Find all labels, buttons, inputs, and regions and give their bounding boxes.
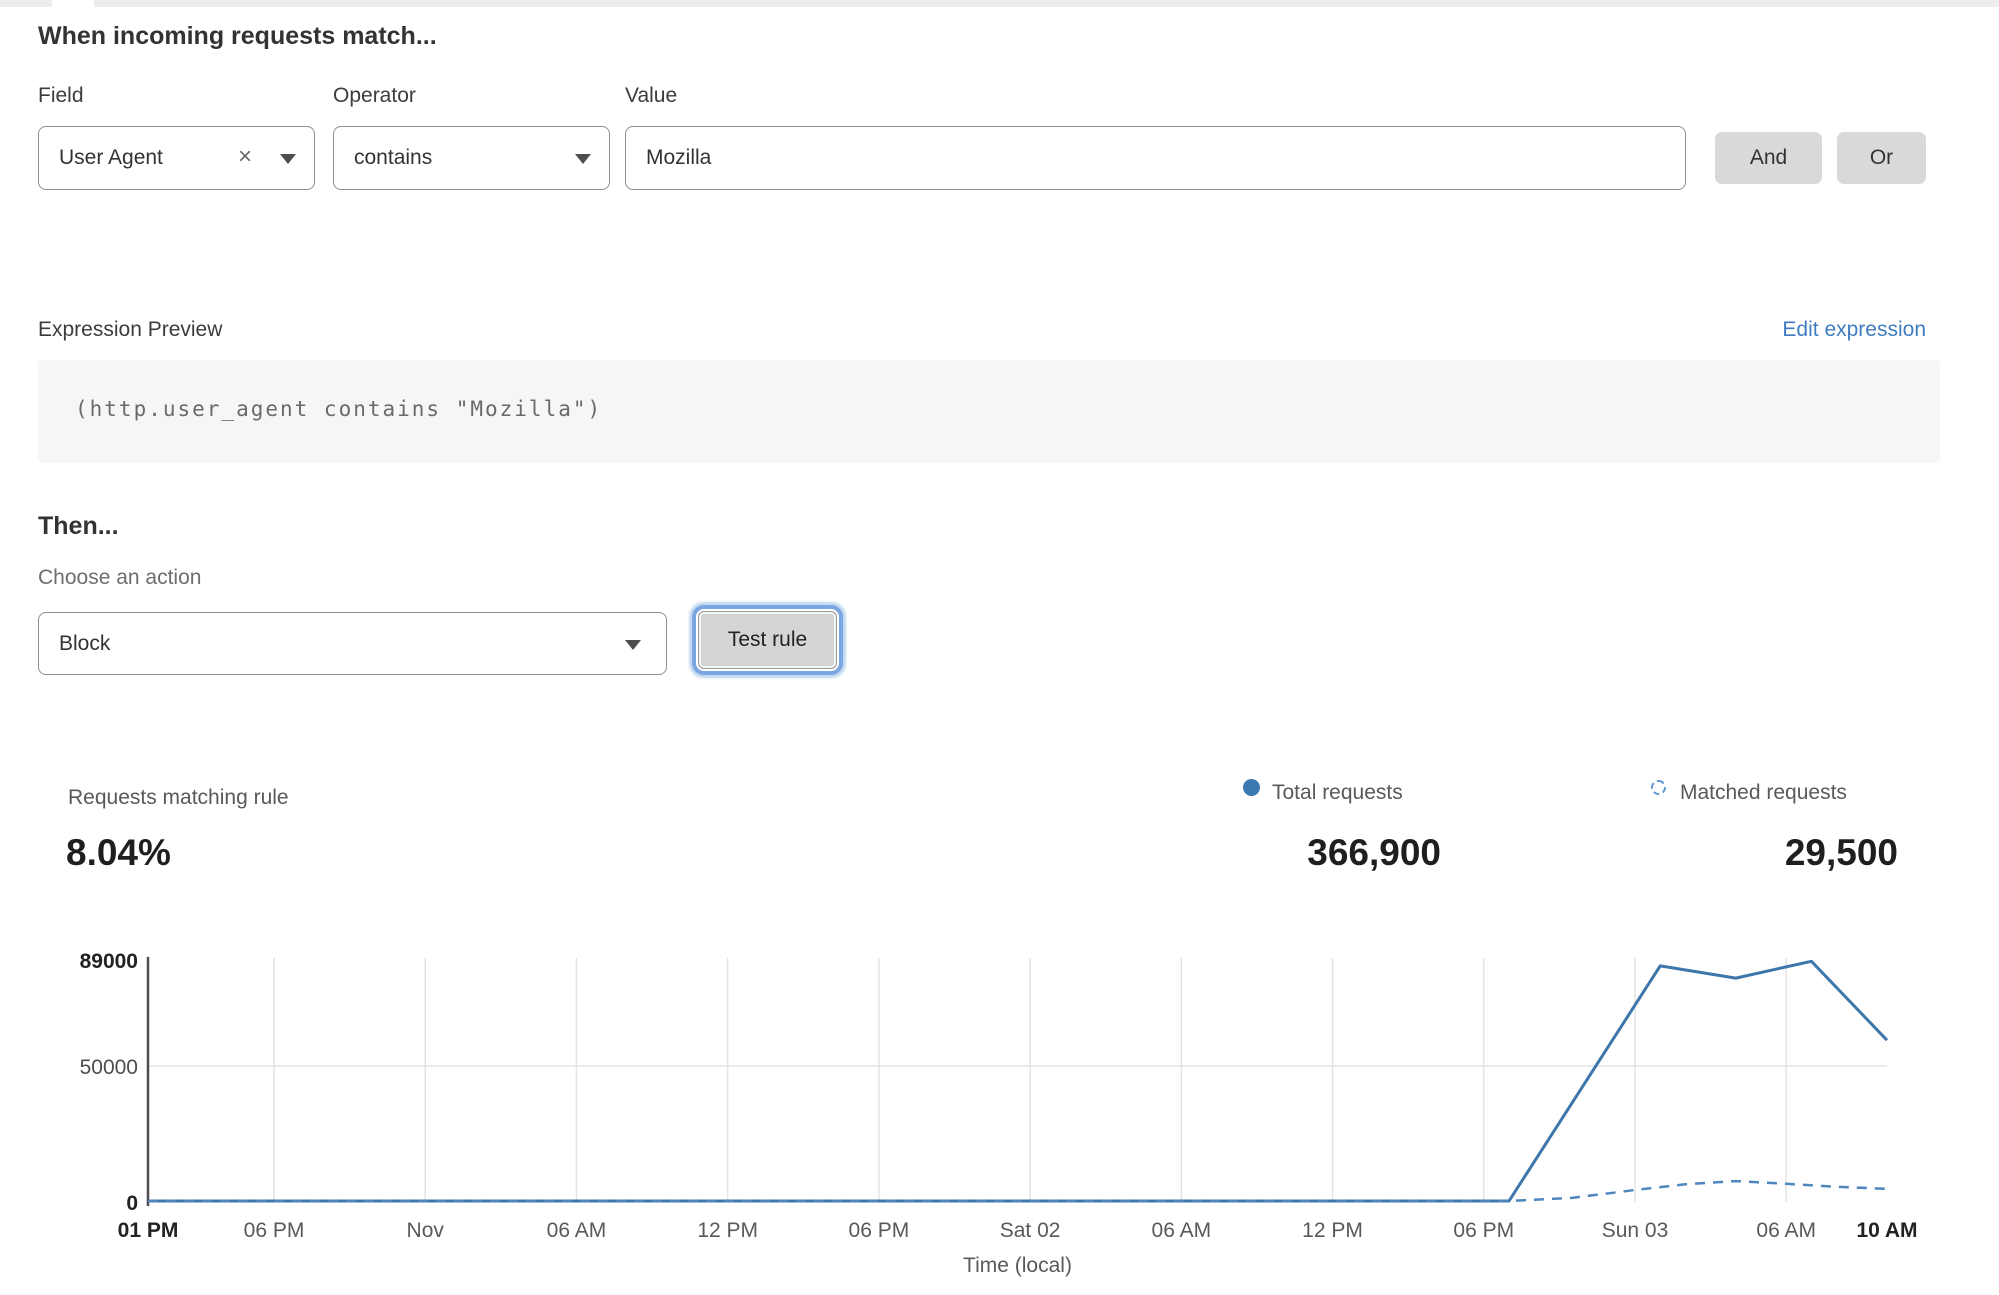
matched-requests-label: Matched requests xyxy=(1680,781,1847,804)
x-tick-label: Sun 03 xyxy=(1602,1219,1669,1242)
value-input[interactable] xyxy=(625,126,1686,190)
requests-matching-label: Requests matching rule xyxy=(68,786,289,809)
chevron-down-icon xyxy=(280,154,296,164)
expression-preview-label: Expression Preview xyxy=(38,318,223,341)
match-heading: When incoming requests match... xyxy=(38,22,437,50)
choose-action-label: Choose an action xyxy=(38,566,202,589)
y-tick-label: 89000 xyxy=(80,950,138,973)
value-label: Value xyxy=(625,84,678,107)
total-requests-label: Total requests xyxy=(1272,781,1403,804)
x-tick-label: 10 AM xyxy=(1856,1219,1917,1242)
action-select-value: Block xyxy=(59,631,111,655)
chevron-down-icon xyxy=(625,639,641,650)
clear-field-icon[interactable]: × xyxy=(237,142,252,170)
chevron-down-icon xyxy=(575,154,591,164)
top-divider-notch xyxy=(52,0,94,12)
total-requests-legend-icon xyxy=(1243,779,1260,796)
then-heading: Then... xyxy=(38,512,119,540)
edit-expression-link[interactable]: Edit expression xyxy=(1782,318,1926,341)
operator-label: Operator xyxy=(333,84,416,107)
field-select[interactable]: User Agent × xyxy=(38,126,315,190)
action-select[interactable]: Block xyxy=(38,612,667,675)
traffic-chart: 0 50000 89000 01 PM 06 PM Nov 06 AM 12 PM 06 PM S… xyxy=(80,950,1918,1277)
matched-requests-line xyxy=(148,1179,1888,1203)
x-axis-title: Time (local) xyxy=(963,1254,1072,1277)
expression-preview-box: (http.user_agent contains "Mozilla") xyxy=(38,360,1940,463)
x-tick-label: 12 PM xyxy=(1302,1219,1363,1242)
total-requests-line xyxy=(148,959,1889,1203)
x-tick-label: 06 PM xyxy=(244,1219,305,1242)
total-requests-value: 366,900 xyxy=(1307,832,1441,873)
x-tick-label: 06 AM xyxy=(1152,1219,1212,1242)
field-label: Field xyxy=(38,84,84,107)
y-tick-label: 0 xyxy=(126,1192,138,1215)
x-tick-label: 06 AM xyxy=(547,1219,607,1242)
or-button[interactable]: Or xyxy=(1837,132,1926,184)
top-divider xyxy=(0,0,1999,7)
x-tick-label: 06 AM xyxy=(1756,1219,1816,1242)
x-tick-label: 06 PM xyxy=(1453,1219,1514,1242)
x-tick-label: Nov xyxy=(407,1219,445,1242)
x-tick-label: 12 PM xyxy=(697,1219,758,1242)
x-tick-label: 06 PM xyxy=(849,1219,910,1242)
test-rule-button[interactable]: Test rule xyxy=(698,611,837,669)
operator-select-value: contains xyxy=(354,146,433,169)
expression-code: (http.user_agent contains "Mozilla") xyxy=(75,397,603,421)
x-tick-label: Sat 02 xyxy=(1000,1219,1061,1242)
x-tick-label: 01 PM xyxy=(118,1219,179,1242)
y-tick-label: 50000 xyxy=(80,1056,138,1079)
requests-matching-value: 8.04% xyxy=(66,832,171,873)
matched-requests-legend-icon xyxy=(1651,780,1666,795)
matched-requests-value: 29,500 xyxy=(1784,832,1898,873)
and-button[interactable]: And xyxy=(1715,132,1822,184)
operator-select[interactable]: contains xyxy=(333,126,610,190)
field-select-value: User Agent xyxy=(59,146,163,169)
